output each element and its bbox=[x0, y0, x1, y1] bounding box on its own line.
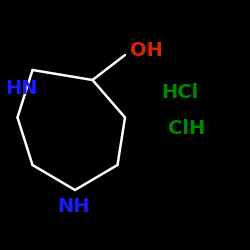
Text: OH: OH bbox=[130, 40, 163, 60]
Text: HN: HN bbox=[5, 79, 38, 98]
Text: NH: NH bbox=[58, 197, 90, 216]
Text: ClH: ClH bbox=[168, 119, 205, 138]
Text: HCl: HCl bbox=[162, 83, 198, 102]
